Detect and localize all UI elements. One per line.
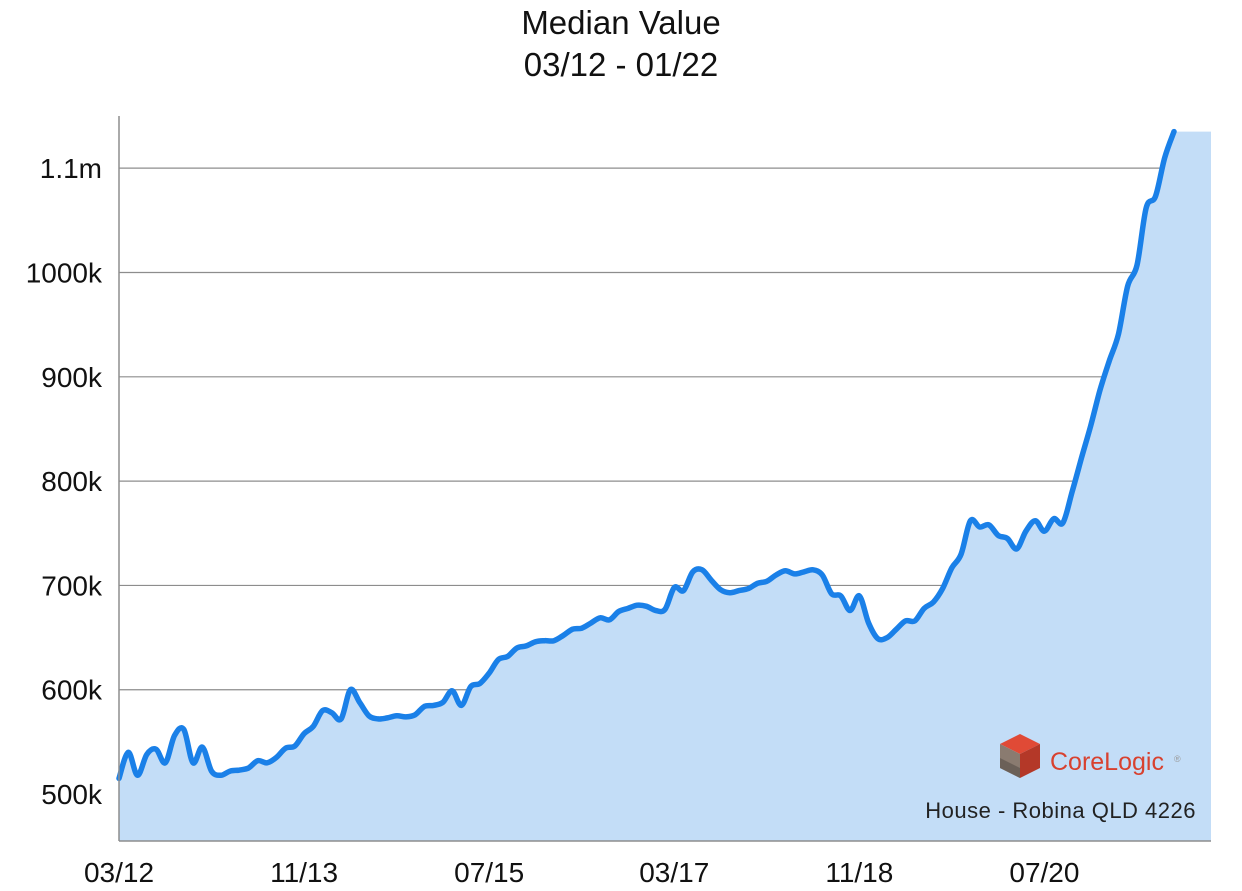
chart-title: Median Value: [521, 4, 721, 41]
y-tick-label: 1.1m: [40, 153, 102, 184]
x-tick-labels: 03/12 11/13 07/15 03/17 11/18 07/20: [84, 857, 1080, 888]
y-tick-labels: 500k 600k 700k 800k 900k 1000k 1.1m: [26, 153, 103, 810]
x-tick-label: 11/13: [270, 857, 338, 888]
corelogic-cube-icon: [1000, 734, 1040, 778]
x-tick-label: 11/18: [825, 857, 893, 888]
corelogic-logo: CoreLogic ®: [996, 730, 1186, 784]
y-tick-label: 1000k: [26, 257, 103, 288]
x-tick-label: 03/12: [84, 857, 154, 888]
x-tick-label: 07/15: [454, 857, 524, 888]
y-tick-label: 900k: [41, 362, 103, 393]
x-tick-label: 03/17: [639, 857, 709, 888]
trademark-mark: ®: [1174, 754, 1181, 764]
chart-subtitle: 03/12 - 01/22: [523, 46, 719, 83]
y-tick-label: 800k: [41, 466, 103, 497]
brand-name: CoreLogic: [1050, 748, 1164, 776]
y-tick-label: 700k: [41, 570, 103, 601]
y-tick-label: 500k: [41, 779, 103, 810]
area-fill: [119, 131, 1211, 842]
chart-caption: House - Robina QLD 4226: [925, 798, 1196, 823]
y-tick-label: 600k: [41, 675, 103, 706]
series-line: [116, 128, 1177, 782]
x-tick-label: 07/20: [1009, 857, 1079, 888]
